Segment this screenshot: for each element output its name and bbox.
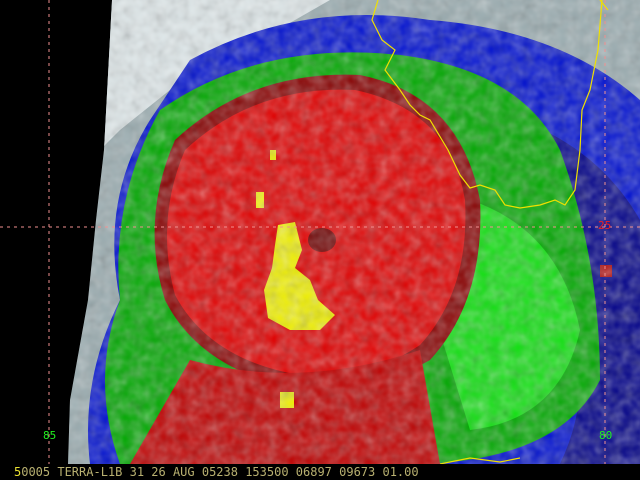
texture-overlay — [68, 0, 640, 464]
image-info-bar: 50005 TERRA-L1B 31 26 AUG 05238 153500 0… — [0, 464, 640, 480]
satellite-image — [0, 0, 640, 464]
coastline — [371, 0, 609, 464]
longitude-label-80: 80 — [599, 429, 613, 442]
latitude-label-25: 25 — [598, 219, 612, 232]
image-metadata-text: 0005 TERRA-L1B 31 26 AUG 05238 153500 06… — [21, 465, 419, 479]
longitude-label-85: 85 — [43, 429, 57, 442]
frame-number: 5 — [14, 465, 22, 479]
lat-lon-grid — [0, 0, 640, 464]
